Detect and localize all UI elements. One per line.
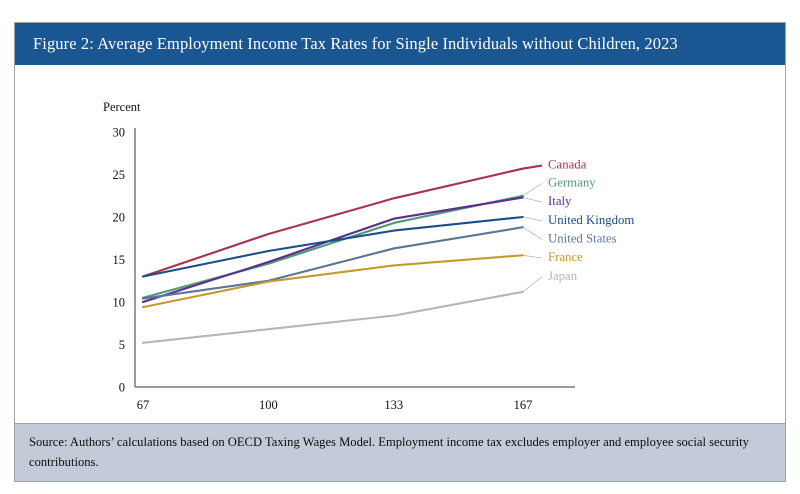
y-axis-tick-label: 10 (113, 296, 126, 310)
y-axis-tick-label: 20 (113, 211, 126, 225)
x-axis-tick-label: 100 (259, 398, 278, 412)
legend-label-germany: Germany (548, 175, 596, 189)
legend-label-united-states: United States (548, 232, 617, 246)
legend-label-japan: Japan (548, 269, 578, 283)
figure-title-bar: Figure 2: Average Employment Income Tax … (15, 23, 785, 65)
x-axis-tick-label: 67 (137, 398, 150, 412)
series-line-france (141, 254, 525, 309)
figure-title: Figure 2: Average Employment Income Tax … (33, 34, 678, 53)
figure-card: Figure 2: Average Employment Income Tax … (14, 22, 786, 482)
y-axis-tick-label: 0 (119, 381, 125, 395)
legend-label-france: France (548, 250, 583, 264)
legend-label-canada: Canada (548, 158, 587, 172)
legend-leader-line (522, 216, 543, 222)
legend-leader-line (522, 226, 543, 240)
y-axis-tick-label: 30 (113, 126, 126, 140)
chart-plot-area: Percent05101520253067100133167Percentage… (15, 65, 785, 440)
figure-source-note: Source: Authors’ calculations based on O… (15, 423, 785, 481)
y-axis-tick-label: 15 (113, 253, 126, 267)
x-axis-tick-label: 133 (384, 398, 403, 412)
legend-label-italy: Italy (548, 194, 572, 208)
y-axis-tick-label: 5 (119, 338, 125, 352)
series-line-united-kingdom (141, 215, 525, 278)
y-axis-tick-label: 25 (113, 168, 126, 182)
legend-swatch (522, 164, 543, 170)
legend-leader-line (522, 183, 543, 197)
series-line-canada (141, 167, 525, 278)
line-chart-svg: Percent05101520253067100133167Percentage… (103, 100, 634, 440)
series-line-united-states (141, 226, 525, 300)
legend-leader-line (522, 197, 543, 203)
legend-leader-line (522, 276, 543, 293)
series-line-germany (141, 194, 525, 299)
legend-label-united-kingdom: United Kingdom (548, 213, 634, 227)
legend-leader-line (522, 254, 543, 259)
series-line-italy (141, 196, 525, 304)
y-axis-title: Percent (103, 100, 141, 114)
x-axis-tick-label: 167 (514, 398, 533, 412)
source-note-text: Source: Authors’ calculations based on O… (29, 435, 749, 469)
series-line-japan (141, 290, 525, 344)
